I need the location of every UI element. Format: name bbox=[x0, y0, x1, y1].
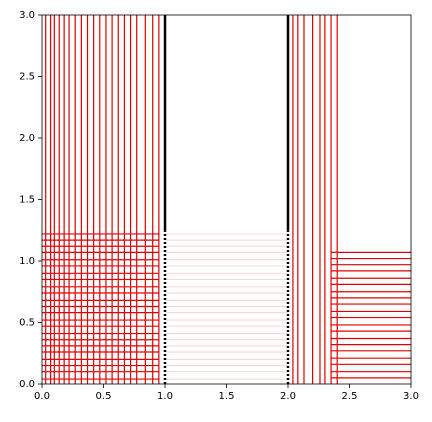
y-tick-label: 2.0 bbox=[19, 133, 35, 144]
y-tick-label: 3.0 bbox=[19, 10, 35, 21]
x-tick-label: 3.0 bbox=[403, 391, 419, 402]
plot-area bbox=[42, 15, 411, 384]
x-tick-label: 1.5 bbox=[219, 391, 235, 402]
x-tick-label: 1.0 bbox=[157, 391, 173, 402]
y-tick-label: 1.0 bbox=[19, 256, 35, 267]
y-tick-label: 2.5 bbox=[19, 72, 35, 83]
x-tick-label: 0.0 bbox=[34, 391, 50, 402]
y-tick-label: 1.5 bbox=[19, 195, 35, 206]
x-tick-label: 2.5 bbox=[342, 391, 358, 402]
y-tick-label: 0.5 bbox=[19, 318, 35, 329]
x-tick-label: 0.5 bbox=[96, 391, 112, 402]
x-tick-label: 2.0 bbox=[280, 391, 296, 402]
y-tick-label: 0.0 bbox=[19, 379, 35, 390]
